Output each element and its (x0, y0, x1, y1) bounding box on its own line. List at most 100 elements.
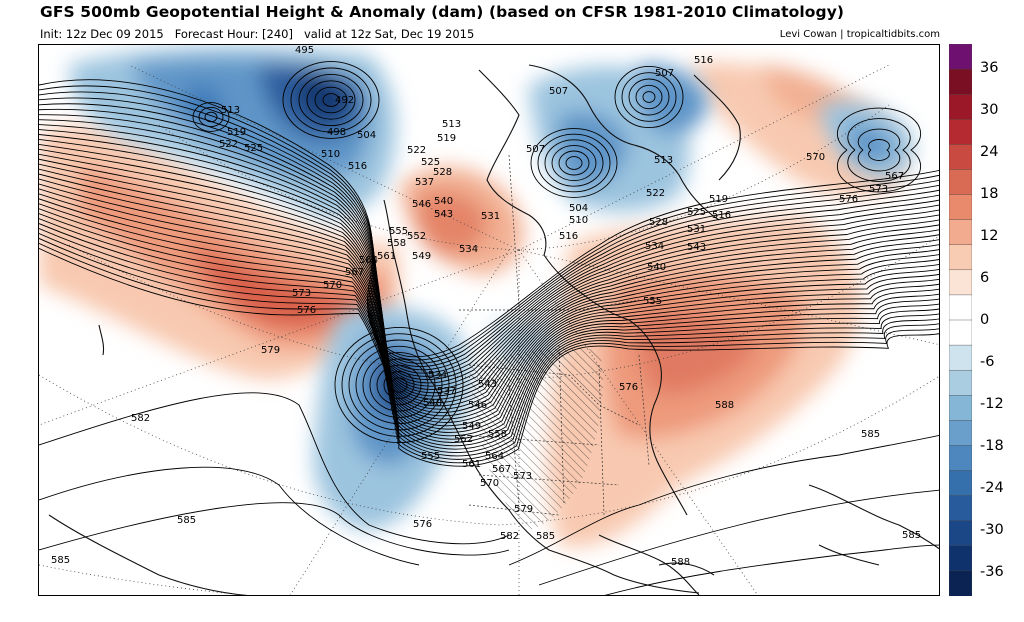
contour-label: 564 (485, 451, 504, 462)
author-credit: Levi Cowan | tropicaltidbits.com (779, 29, 940, 40)
colorbar-swatch (949, 570, 972, 596)
height-contour (39, 148, 939, 400)
colorbar-tick-label: -18 (980, 438, 1004, 454)
height-contour (39, 168, 939, 413)
contour-label: 585 (861, 429, 880, 440)
contour-label: 573 (292, 288, 311, 299)
height-contour (355, 345, 443, 425)
height-contour (628, 78, 670, 116)
contour-label: 525 (244, 143, 263, 154)
contour-label: 516 (694, 55, 713, 66)
colorbar-swatch (949, 119, 972, 146)
height-contour (39, 238, 939, 460)
map-panel: 495 492 498 504 513 519 522 525 510 516 522 525 528 5… (38, 44, 940, 596)
colorbar-swatch (949, 144, 972, 171)
height-contour (39, 79, 939, 358)
height-contour (39, 242, 939, 464)
contour-label: 516 (348, 161, 367, 172)
height-contour (322, 93, 340, 107)
height-contour (390, 377, 408, 393)
height-contour (290, 67, 372, 133)
colorbar-swatch (949, 244, 972, 271)
colorbar-swatch (949, 420, 972, 447)
height-contour (376, 364, 422, 406)
height-contour (334, 327, 464, 443)
height-contour (508, 434, 939, 566)
contour-label: 585 (536, 531, 555, 542)
height-contour (39, 466, 420, 566)
contour-label: 519 (437, 133, 456, 144)
init-time: Init: 12z Dec 09 2015 (40, 27, 164, 41)
height-contour (39, 213, 939, 443)
colorbar-tick-label: 6 (980, 270, 990, 286)
height-contour (314, 86, 348, 114)
contour-label: 552 (407, 231, 426, 242)
contour-label: 519 (227, 127, 246, 138)
contour-label: 573 (869, 184, 888, 195)
height-contour (39, 91, 939, 364)
height-contour (39, 247, 939, 467)
colorbar-swatch (949, 68, 972, 95)
contour-label: 561 (377, 251, 396, 262)
height-contour (192, 102, 230, 132)
height-contour (39, 139, 939, 394)
height-contour (39, 228, 939, 453)
colorbar-swatch (949, 44, 972, 70)
height-contour (847, 118, 911, 182)
colorbar-swatch (949, 219, 972, 246)
contour-label: 528 (433, 167, 452, 178)
height-contour (614, 65, 684, 129)
contour-label: 552 (454, 434, 473, 445)
contour-label: 522 (407, 145, 426, 156)
height-contour (39, 97, 939, 367)
colorbar-tick-label: -36 (980, 564, 1004, 580)
colorbar-tick-label: -6 (980, 354, 995, 370)
contour-label: 567 (885, 171, 904, 182)
colorbar-tick-label: 18 (980, 186, 999, 202)
contour-label: 516 (559, 231, 578, 242)
contour-label: 492 (335, 95, 354, 106)
contour-label: 555 (421, 451, 440, 462)
height-contour (39, 85, 939, 361)
height-contour (39, 502, 510, 556)
contour-label: 534 (459, 244, 478, 255)
contour-label: 567 (345, 267, 364, 278)
height-contour (39, 119, 939, 381)
contour-label: 555 (643, 296, 662, 307)
colorbar-tick-label: 36 (980, 60, 999, 76)
height-contour (39, 153, 939, 404)
height-contour (537, 133, 611, 193)
contour-label: 588 (715, 400, 734, 411)
contour-label: 585 (51, 555, 70, 566)
height-contour (558, 150, 590, 176)
height-contour (39, 223, 939, 450)
height-contour (362, 352, 436, 418)
height-contour (282, 61, 380, 139)
height-contour (39, 143, 939, 397)
contour-label: 498 (327, 127, 346, 138)
height-contour (348, 339, 450, 431)
contour-label: 513 (654, 155, 673, 166)
height-contour (39, 392, 510, 545)
height-contour (39, 163, 939, 410)
colorbar-swatch (949, 470, 972, 497)
colorbar-swatch (949, 545, 972, 572)
height-contour (39, 183, 939, 423)
contour-label: 522 (646, 188, 665, 199)
contour-label: 579 (261, 345, 280, 356)
height-contour (39, 108, 939, 374)
contour-label: 510 (569, 215, 588, 226)
contour-label: 576 (413, 519, 432, 530)
height-contour (369, 358, 429, 412)
contour-label: 534 (428, 370, 447, 381)
height-contour (538, 489, 939, 586)
contour-label: 570 (806, 152, 825, 163)
contour-label: 579 (514, 504, 533, 515)
contour-label: 573 (513, 471, 532, 482)
contour-label: 543 (478, 379, 497, 390)
contour-label: 585 (177, 515, 196, 526)
contour-label: 576 (619, 382, 638, 393)
contour-label: 582 (131, 413, 150, 424)
height-contour (635, 84, 663, 110)
colorbar-tick-label: 30 (980, 102, 999, 118)
